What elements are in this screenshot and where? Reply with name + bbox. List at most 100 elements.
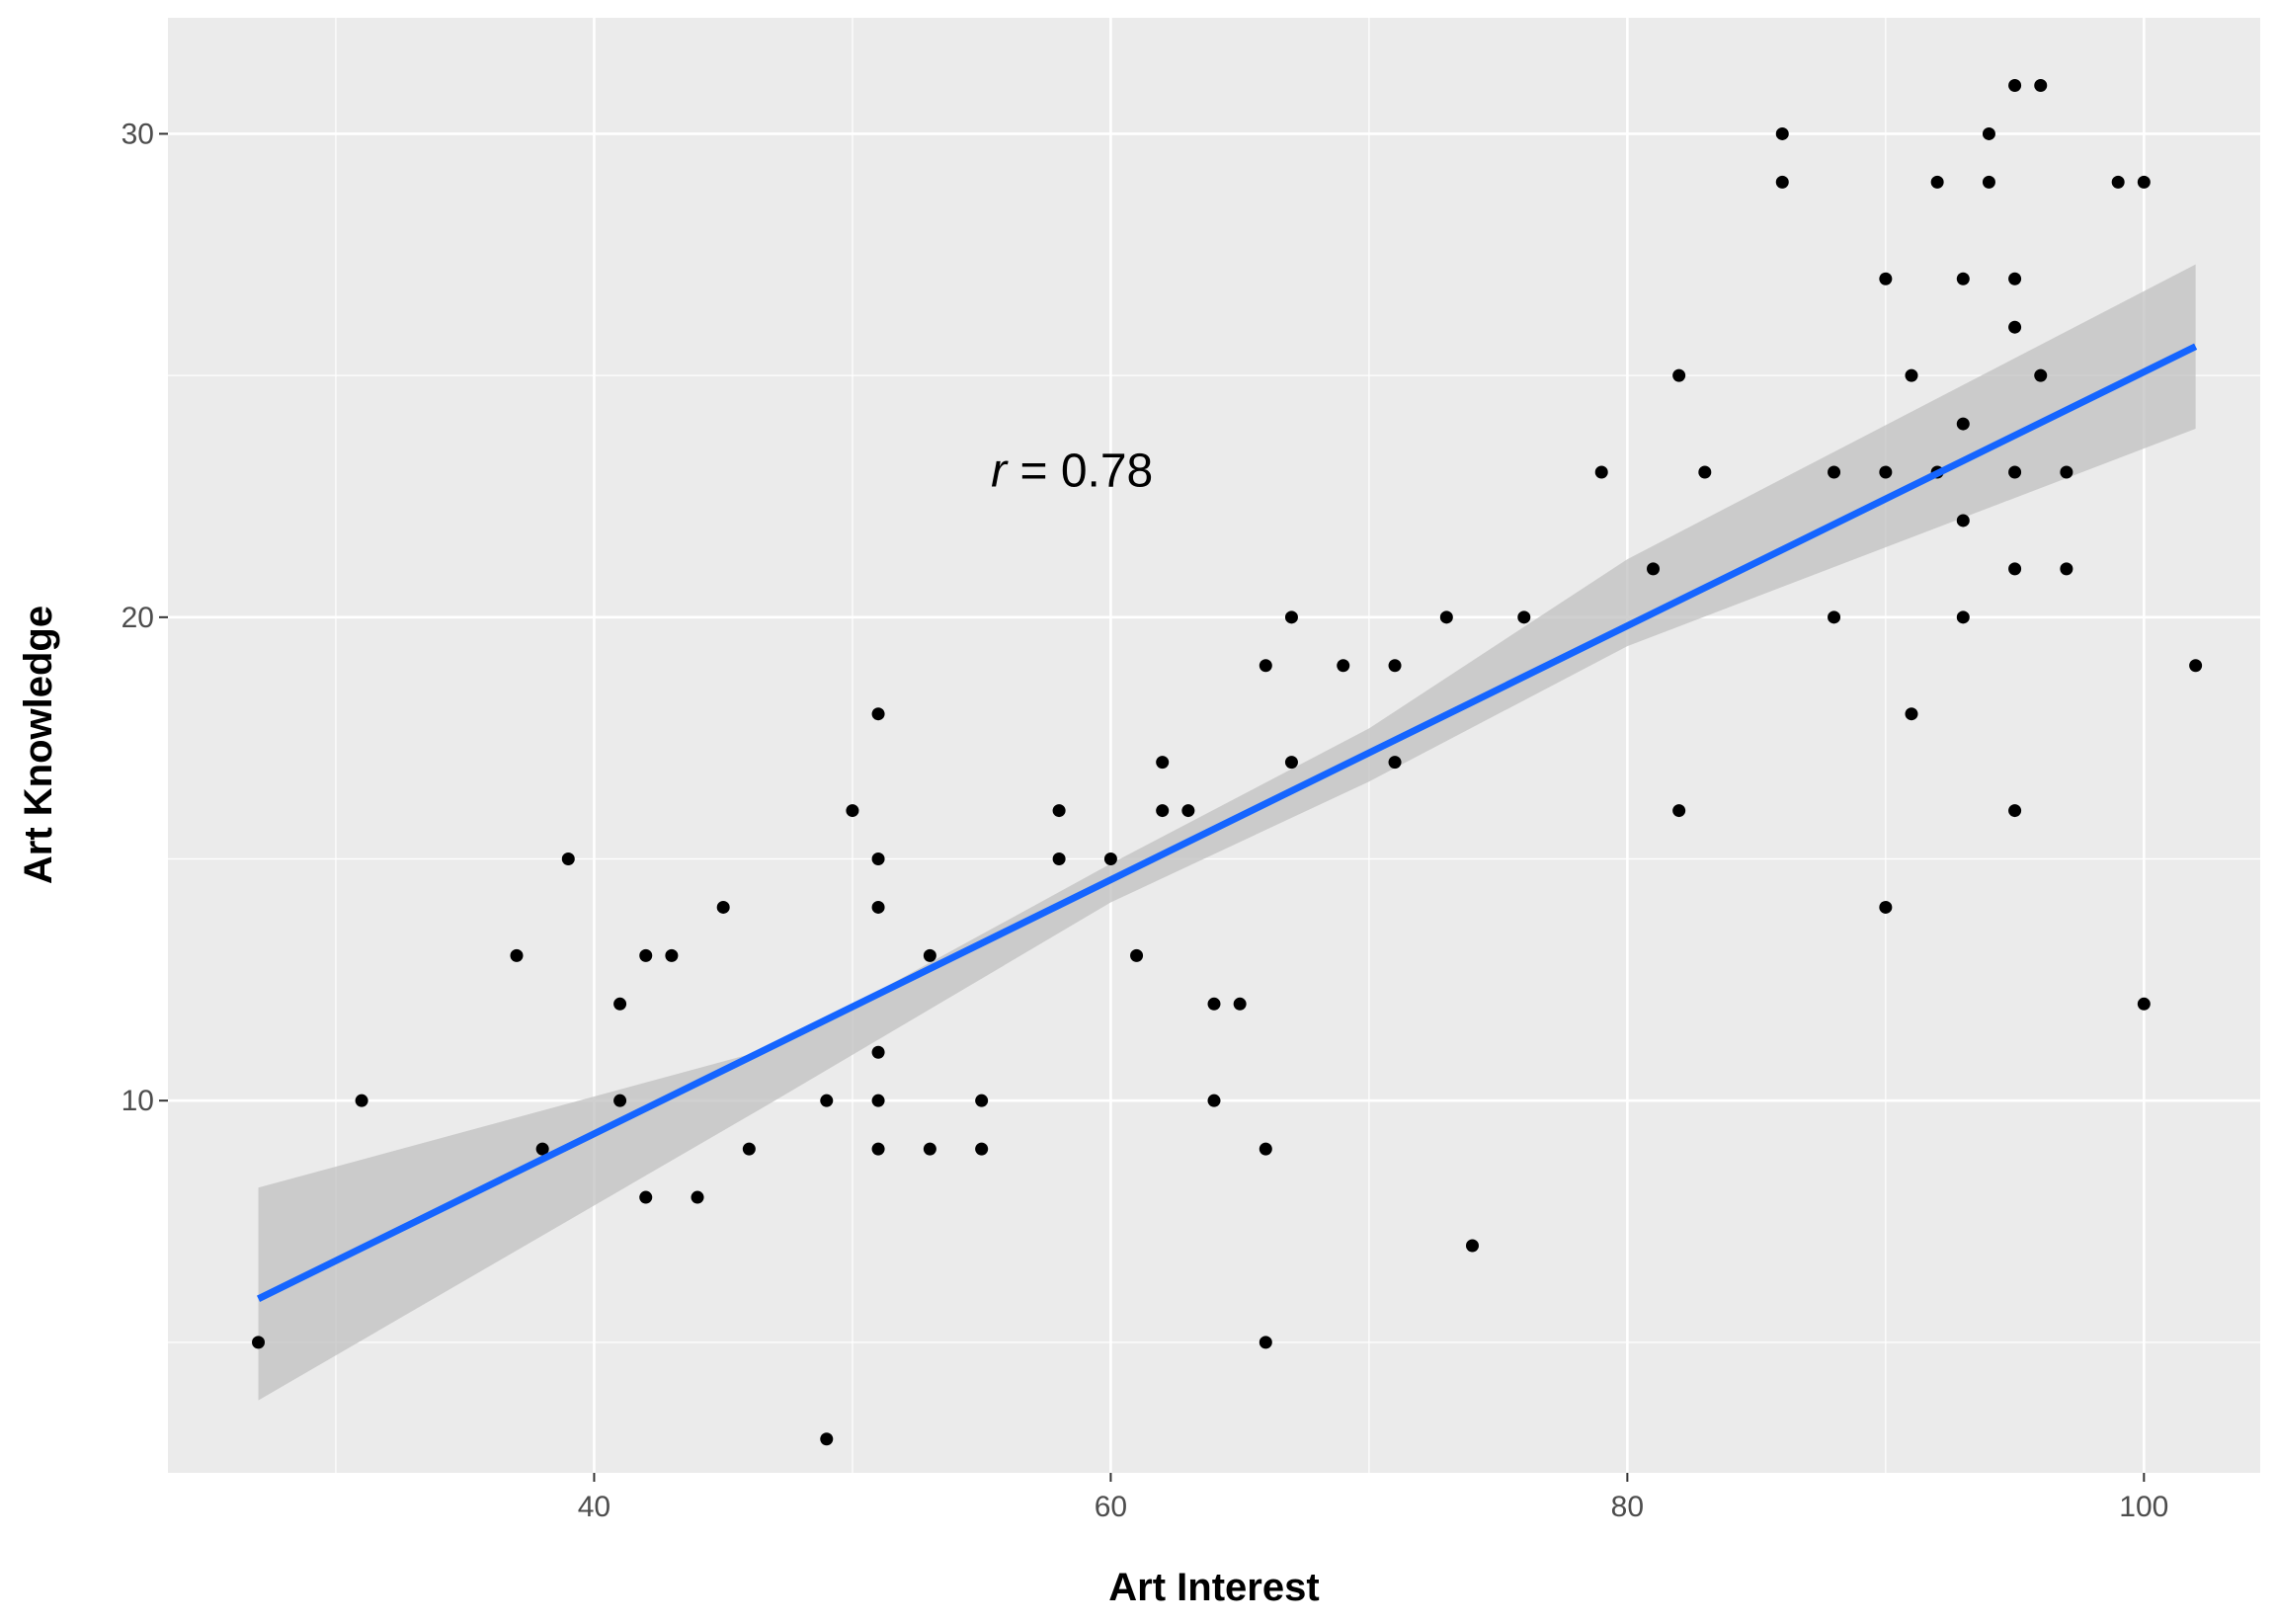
data-point bbox=[1103, 853, 1117, 866]
data-point bbox=[1233, 997, 1247, 1011]
data-point bbox=[2060, 562, 2073, 576]
data-point bbox=[2008, 562, 2022, 576]
data-point bbox=[1905, 707, 1918, 721]
data-point bbox=[820, 1094, 834, 1107]
data-point bbox=[1905, 368, 1918, 382]
data-point bbox=[2008, 465, 2022, 479]
correlation-value: = 0.78 bbox=[1007, 446, 1153, 498]
data-point bbox=[716, 900, 730, 914]
data-point bbox=[1672, 368, 1686, 382]
data-point bbox=[975, 1094, 989, 1107]
data-point bbox=[820, 1432, 834, 1446]
data-point bbox=[613, 997, 627, 1011]
data-point bbox=[1388, 756, 1402, 770]
data-point bbox=[1465, 1239, 1479, 1253]
regression-line bbox=[256, 343, 2198, 1302]
data-point bbox=[1956, 272, 1970, 285]
data-point bbox=[2060, 465, 2073, 479]
data-point bbox=[1879, 900, 1893, 914]
x-tick-label: 60 bbox=[1095, 1491, 1127, 1523]
data-point bbox=[1879, 465, 1893, 479]
confidence-band bbox=[258, 264, 2196, 1401]
data-point bbox=[2008, 272, 2022, 285]
data-point bbox=[1879, 272, 1893, 285]
data-point bbox=[1930, 175, 1944, 189]
data-point bbox=[2111, 175, 2125, 189]
data-point bbox=[2034, 368, 2048, 382]
data-point bbox=[1337, 659, 1350, 673]
data-point bbox=[639, 1190, 653, 1204]
data-point bbox=[871, 1045, 885, 1059]
data-point bbox=[975, 1142, 989, 1156]
data-point bbox=[1956, 514, 1970, 528]
data-points bbox=[252, 79, 2203, 1446]
correlation-annotation: r = 0.78 bbox=[991, 446, 1153, 498]
data-point bbox=[742, 1142, 756, 1156]
x-axis-title: Art Interest bbox=[1108, 1566, 1319, 1609]
data-point bbox=[871, 1142, 885, 1156]
data-point bbox=[639, 948, 653, 962]
data-point bbox=[1828, 465, 1841, 479]
data-point bbox=[252, 1336, 266, 1349]
data-point bbox=[871, 707, 885, 721]
data-point bbox=[1698, 465, 1712, 479]
data-point bbox=[1982, 175, 1995, 189]
data-point bbox=[2137, 175, 2151, 189]
data-point bbox=[1156, 756, 1170, 770]
data-point bbox=[1156, 804, 1170, 818]
data-point bbox=[1775, 175, 1789, 189]
data-point bbox=[561, 853, 575, 866]
y-axis-title: Art Knowledge bbox=[17, 606, 60, 884]
data-point bbox=[1052, 853, 1066, 866]
x-tick-label: 100 bbox=[2119, 1491, 2168, 1523]
y-axis-ticks: 10 20 30 bbox=[122, 118, 168, 1117]
data-point bbox=[1388, 659, 1402, 673]
data-point bbox=[691, 1190, 704, 1204]
data-point bbox=[846, 804, 859, 818]
data-point bbox=[1775, 126, 1789, 140]
data-point bbox=[613, 1094, 627, 1107]
data-point bbox=[510, 948, 524, 962]
data-point bbox=[2189, 659, 2203, 673]
data-point bbox=[1259, 659, 1272, 673]
x-axis-ticks: 40 60 80 100 bbox=[578, 1473, 2168, 1523]
data-point bbox=[1672, 804, 1686, 818]
data-point bbox=[2008, 804, 2022, 818]
data-point bbox=[2008, 79, 2022, 93]
data-point bbox=[1594, 465, 1608, 479]
data-point bbox=[535, 1142, 549, 1156]
data-point bbox=[2034, 79, 2048, 93]
y-tick-label: 10 bbox=[122, 1085, 154, 1117]
data-point bbox=[923, 1142, 936, 1156]
major-gridlines bbox=[168, 18, 2260, 1473]
data-point bbox=[871, 900, 885, 914]
data-point bbox=[923, 948, 936, 962]
data-point bbox=[355, 1094, 368, 1107]
data-point bbox=[1439, 610, 1453, 624]
data-point bbox=[1207, 1094, 1221, 1107]
x-tick-label: 40 bbox=[578, 1491, 610, 1523]
data-point bbox=[1130, 948, 1144, 962]
data-point bbox=[871, 1094, 885, 1107]
data-point bbox=[871, 853, 885, 866]
data-point bbox=[1284, 756, 1298, 770]
data-point bbox=[1207, 997, 1221, 1011]
data-point bbox=[1284, 610, 1298, 624]
data-point bbox=[1259, 1336, 1272, 1349]
data-point bbox=[2008, 320, 2022, 334]
data-point bbox=[1181, 804, 1195, 818]
correlation-symbol: r bbox=[991, 446, 1009, 498]
data-point bbox=[1647, 562, 1661, 576]
data-point bbox=[1956, 417, 1970, 431]
data-point bbox=[2137, 997, 2151, 1011]
data-point bbox=[1052, 804, 1066, 818]
x-tick-label: 80 bbox=[1611, 1491, 1644, 1523]
data-point bbox=[1956, 610, 1970, 624]
data-point bbox=[665, 948, 679, 962]
data-point bbox=[1982, 126, 1995, 140]
y-tick-label: 20 bbox=[122, 602, 154, 634]
data-point bbox=[1517, 610, 1531, 624]
y-tick-label: 30 bbox=[122, 118, 154, 150]
data-point bbox=[1259, 1142, 1272, 1156]
